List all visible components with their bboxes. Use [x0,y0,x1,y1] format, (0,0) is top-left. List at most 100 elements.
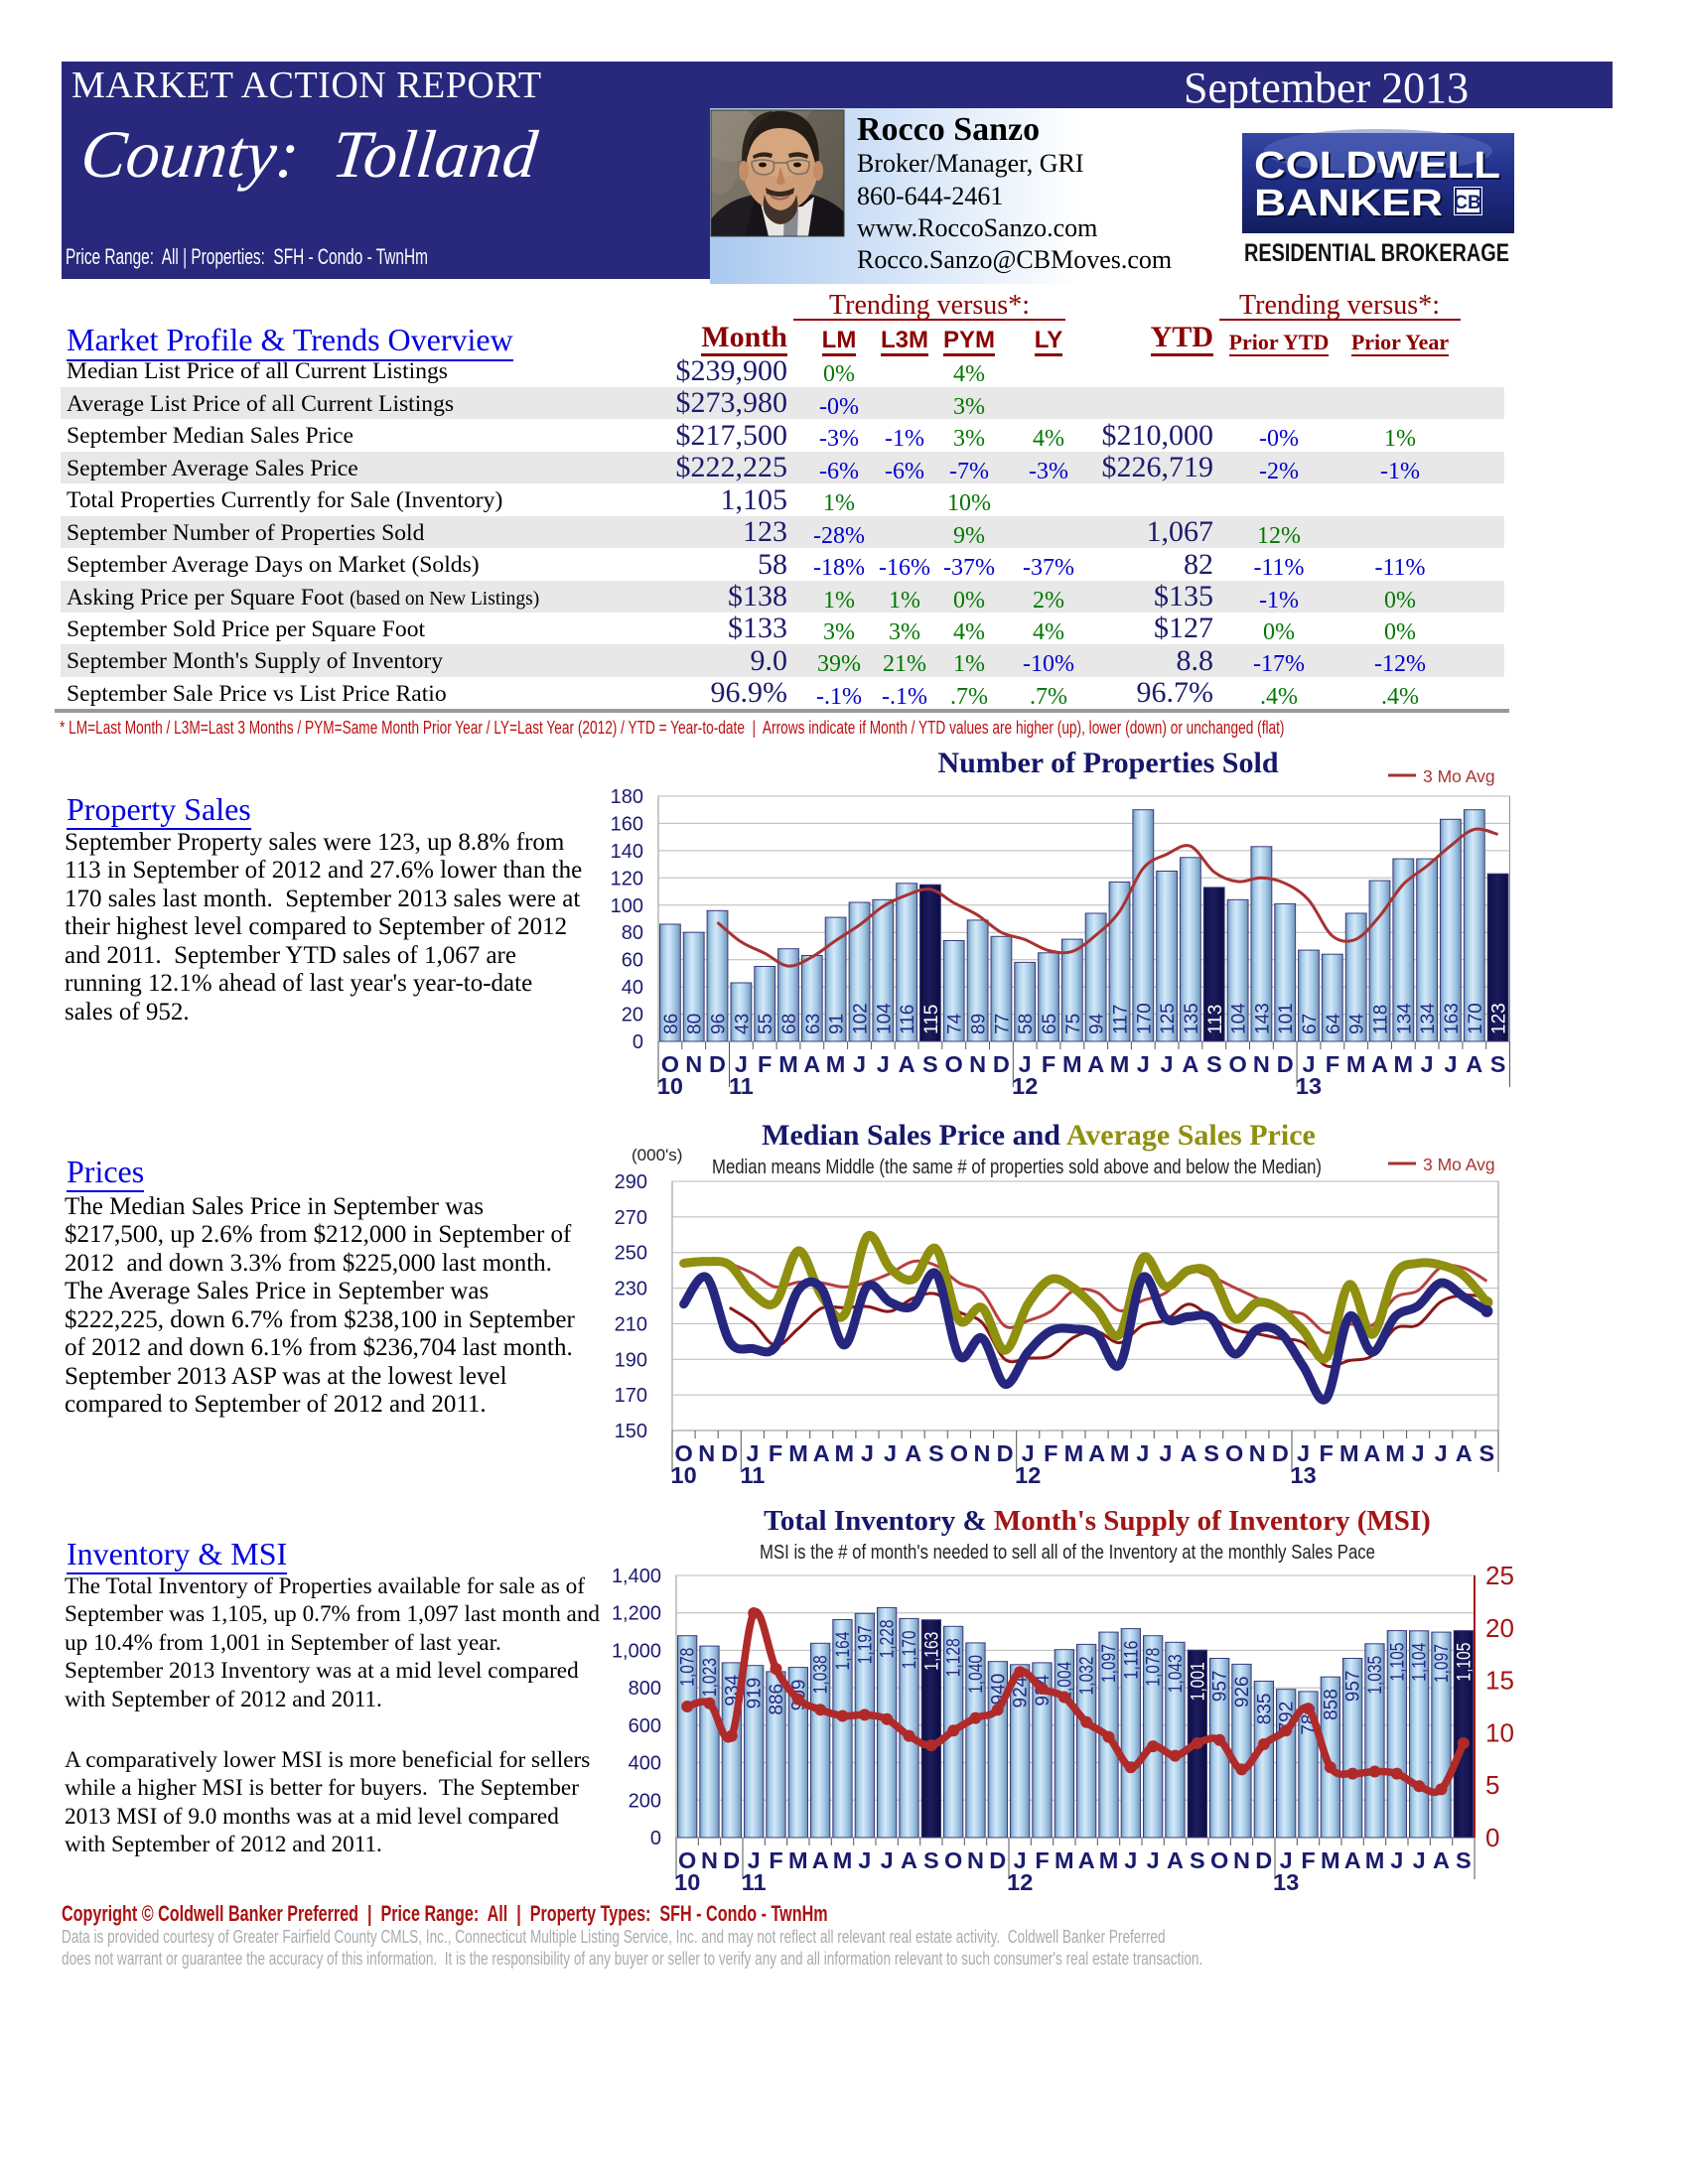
svg-text:1,104: 1,104 [1410,1642,1431,1681]
svg-text:1,400: 1,400 [612,1566,661,1587]
svg-text:0: 0 [633,1031,643,1053]
svg-text:190: 190 [615,1349,647,1371]
svg-text:N: N [969,1051,986,1077]
svg-text:S: S [1203,1440,1219,1466]
svg-text:J: J [1412,1440,1425,1466]
svg-text:J: J [877,1051,890,1077]
svg-text:F: F [1320,1440,1334,1466]
svg-text:80: 80 [685,1014,706,1034]
svg-text:S: S [922,1051,938,1077]
svg-text:1,038: 1,038 [811,1655,832,1694]
svg-text:10: 10 [674,1869,700,1895]
svg-text:1,200: 1,200 [612,1603,661,1625]
svg-text:J: J [1444,1051,1457,1077]
svg-text:A: A [899,1051,915,1077]
svg-text:J: J [1280,1847,1293,1873]
svg-text:1,000: 1,000 [612,1640,661,1662]
svg-text:13: 13 [1291,1462,1317,1488]
svg-text:926: 926 [1232,1676,1253,1707]
svg-text:J: J [1014,1847,1027,1873]
svg-text:RESIDENTIAL BROKERAGE: RESIDENTIAL BROKERAGE [1244,239,1509,267]
svg-text:J: J [1137,1051,1150,1077]
svg-text:N: N [1233,1847,1250,1873]
svg-text:J: J [746,1440,759,1466]
svg-text:J: J [735,1051,748,1077]
svg-text:F: F [1044,1440,1057,1466]
svg-text:102: 102 [851,1003,872,1034]
svg-text:835: 835 [1254,1694,1275,1725]
svg-text:F: F [769,1440,782,1466]
svg-text:J: J [1435,1440,1448,1466]
svg-text:J: J [1421,1051,1434,1077]
svg-text:101: 101 [1276,1003,1297,1034]
svg-text:J: J [1019,1051,1032,1077]
svg-text:D: D [989,1847,1006,1873]
svg-text:N: N [974,1440,991,1466]
svg-text:170: 170 [1134,1003,1155,1034]
svg-text:M: M [835,1440,855,1466]
svg-text:BANKER: BANKER [1256,185,1445,226]
svg-text:A: A [1371,1051,1388,1077]
svg-text:160: 160 [611,813,643,835]
svg-text:250: 250 [615,1243,647,1265]
svg-text:96: 96 [709,1014,730,1034]
svg-text:F: F [758,1051,772,1077]
svg-text:N: N [967,1847,984,1873]
svg-text:11: 11 [729,1073,754,1099]
svg-text:A: A [1456,1440,1473,1466]
svg-text:10: 10 [671,1462,697,1488]
svg-text:1,116: 1,116 [1121,1641,1142,1680]
svg-text:116: 116 [898,1005,918,1034]
svg-text:A: A [1433,1847,1450,1873]
svg-text:D: D [1272,1440,1289,1466]
svg-text:A: A [1363,1440,1380,1466]
svg-text:924: 924 [1011,1676,1032,1707]
svg-text:64: 64 [1324,1013,1344,1034]
svg-text:170: 170 [615,1385,647,1407]
svg-text:Median Sales Price and Average: Median Sales Price and Average Sales Pri… [762,1119,1316,1152]
svg-text:J: J [884,1440,897,1466]
svg-text:M: M [1055,1847,1074,1873]
svg-text:A: A [1181,1440,1197,1466]
svg-text:M: M [778,1051,798,1077]
svg-text:O: O [1210,1847,1228,1873]
svg-text:D: D [721,1440,738,1466]
svg-text:Median means Middle (the same: Median means Middle (the same # of prope… [712,1157,1322,1178]
svg-text:919: 919 [745,1678,766,1709]
svg-text:F: F [1326,1051,1339,1077]
svg-text:M: M [826,1051,846,1077]
svg-text:MSI is the # of month's needed: MSI is the # of month's needed to sell a… [760,1542,1375,1564]
svg-text:10: 10 [657,1073,683,1099]
svg-text:1,043: 1,043 [1166,1654,1187,1693]
svg-text:A: A [1466,1051,1482,1077]
svg-text:1,163: 1,163 [921,1632,942,1671]
svg-text:25: 25 [1485,1561,1514,1590]
svg-text:O: O [945,1051,963,1077]
svg-text:1,097: 1,097 [1432,1644,1453,1683]
svg-text:800: 800 [629,1678,661,1700]
svg-text:N: N [685,1051,702,1077]
svg-text:3 Mo Avg: 3 Mo Avg [1423,766,1495,786]
svg-text:210: 210 [615,1313,647,1335]
svg-text:5: 5 [1485,1770,1499,1800]
svg-text:N: N [701,1847,718,1873]
svg-text:1,004: 1,004 [1055,1661,1075,1700]
svg-text:O: O [1228,1051,1246,1077]
svg-text:1,001: 1,001 [1188,1662,1208,1701]
svg-text:J: J [853,1051,866,1077]
svg-text:S: S [1190,1847,1205,1873]
svg-text:M: M [788,1847,808,1873]
svg-text:858: 858 [1321,1689,1341,1720]
svg-text:CB: CB [1454,193,1480,213]
svg-text:12: 12 [1007,1869,1033,1895]
svg-text:1,078: 1,078 [678,1648,699,1687]
svg-text:134: 134 [1418,1003,1439,1034]
svg-text:D: D [997,1440,1014,1466]
svg-text:F: F [1301,1847,1315,1873]
svg-text:134: 134 [1394,1003,1415,1034]
svg-text:J: J [748,1847,761,1873]
svg-text:13: 13 [1296,1073,1322,1099]
svg-text:58: 58 [1016,1014,1037,1034]
svg-text:1,078: 1,078 [1144,1648,1165,1687]
svg-text:0: 0 [1485,1823,1499,1852]
